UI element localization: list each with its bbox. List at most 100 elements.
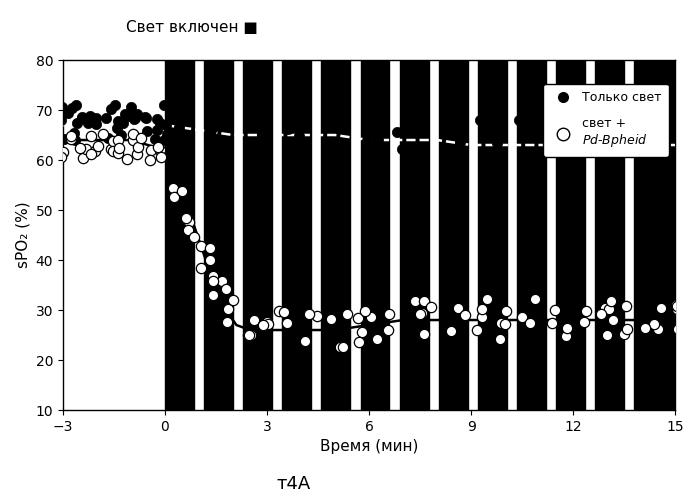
Point [599,304,610,312]
Point [605,297,617,305]
Point [245,116,257,124]
Point [139,113,150,121]
Bar [635,60,675,410]
Point [220,285,231,292]
Point [353,338,364,346]
Point [415,310,426,318]
Point [103,134,114,142]
Point [361,137,373,145]
Point [108,147,119,155]
Point [113,149,124,157]
Point [58,135,69,143]
X-axis label: Время (мин): Время (мин) [320,439,418,454]
Point [440,127,451,135]
Point [454,138,465,146]
Point [145,146,157,154]
Bar [361,60,389,410]
Point [281,320,292,328]
Point [595,109,606,117]
Point [248,317,259,325]
Point [245,331,257,339]
Point [75,144,86,152]
Point [97,129,108,137]
Point [373,136,384,144]
Point [243,331,254,339]
Point [341,310,352,318]
Point [425,303,436,311]
Bar [556,60,585,410]
Point [495,335,506,343]
Point [419,297,430,305]
Point [173,107,184,115]
Point [56,153,67,161]
Point [208,138,219,146]
Point [303,310,315,318]
Point [418,330,429,338]
Point [513,116,524,124]
Point [564,134,575,142]
Point [154,146,166,154]
Point [222,318,233,326]
Point [180,143,192,151]
Point [228,296,239,304]
Point [496,319,507,327]
Point [154,120,165,127]
Point [250,122,261,130]
Point [57,103,68,111]
Point [108,137,119,145]
Point [333,123,345,130]
Point [332,124,343,131]
Point [120,110,131,118]
Point [243,331,254,339]
Point [173,123,185,131]
Point [216,142,227,150]
Point [89,147,100,155]
Point [294,132,305,140]
Point [285,143,296,151]
Point [477,128,489,136]
Point [140,114,152,122]
Bar [517,60,546,410]
Point [204,123,215,130]
Point [158,136,169,144]
Point [243,139,254,147]
Point [206,126,217,134]
Point [447,123,458,131]
Point [106,105,117,113]
Point [259,131,271,139]
Point [106,145,117,153]
Point [597,128,608,136]
Point [554,138,565,146]
Point [131,133,142,141]
Point [382,326,394,334]
Point [92,142,103,150]
Point [152,125,163,133]
Bar [596,60,624,410]
Point [484,126,496,134]
Point [621,302,632,310]
Point [136,134,147,142]
Point [274,307,285,315]
Bar [165,60,194,410]
Point [476,313,487,321]
Point [111,124,122,131]
Point [182,226,194,234]
Point [152,116,163,124]
Point [649,320,660,328]
Point [131,150,143,158]
Point [600,134,611,142]
Point [141,127,152,135]
Point [565,114,577,122]
Point [370,138,382,146]
Point [372,334,383,342]
Point [85,115,96,123]
Point [195,264,206,272]
Point [311,312,322,320]
Point [172,133,183,141]
Bar [439,60,468,410]
Point [69,136,80,144]
Point [244,139,255,147]
Point [131,110,143,118]
Point [672,325,684,333]
Point [640,324,651,332]
